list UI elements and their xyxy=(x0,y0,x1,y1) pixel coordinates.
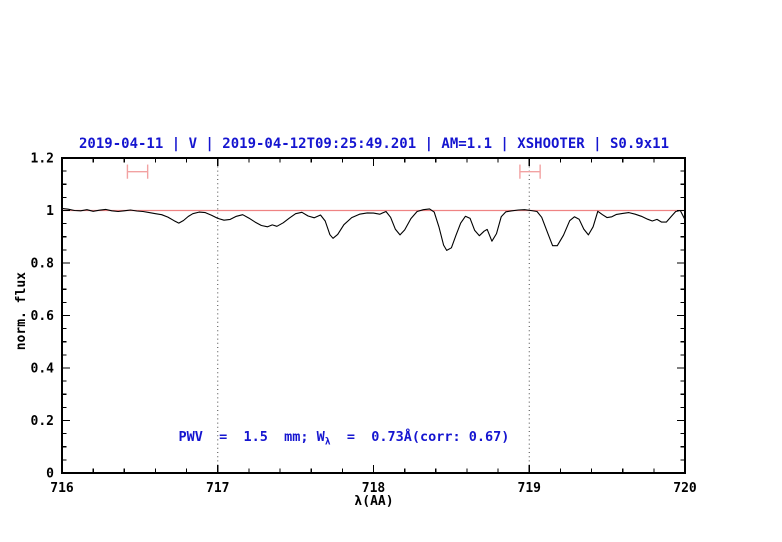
x-tick-label: 718 xyxy=(362,481,386,496)
pwv-annotation: PWV = 1.5 mm; Wλ = 0.73Å(corr: 0.67) xyxy=(146,413,510,464)
x-axis-label: λ(AA) xyxy=(354,494,394,509)
y-tick-label: 0.8 xyxy=(31,257,55,272)
y-tick-label: 1 xyxy=(46,204,54,219)
y-axis-label: norm. flux xyxy=(14,272,29,351)
x-tick-label: 719 xyxy=(518,481,541,496)
plot-title: 2019-04-11 | V | 2019-04-12T09:25:49.201… xyxy=(78,136,670,152)
x-tick-label: 717 xyxy=(206,481,229,496)
axis-ticks xyxy=(61,157,686,474)
lambda-subscript: λ xyxy=(324,436,331,448)
pwv-annotation-suffix: = 0.73Å(corr: 0.67) xyxy=(330,429,510,445)
x-tick-label: 720 xyxy=(673,481,697,496)
y-tick-label: 1.2 xyxy=(31,152,54,167)
y-tick-label: 0.4 xyxy=(31,362,55,377)
y-tick-label: 0.6 xyxy=(31,309,55,324)
y-tick-label: 0 xyxy=(46,467,54,482)
y-tick-label: 0.2 xyxy=(31,414,54,429)
measurement-marker-2 xyxy=(519,164,541,179)
pwv-annotation-prefix: PWV = 1.5 mm; W xyxy=(178,429,325,445)
measurement-marker-1 xyxy=(126,164,149,179)
x-tick-label: 716 xyxy=(50,481,74,496)
spectrum-line xyxy=(61,207,686,251)
